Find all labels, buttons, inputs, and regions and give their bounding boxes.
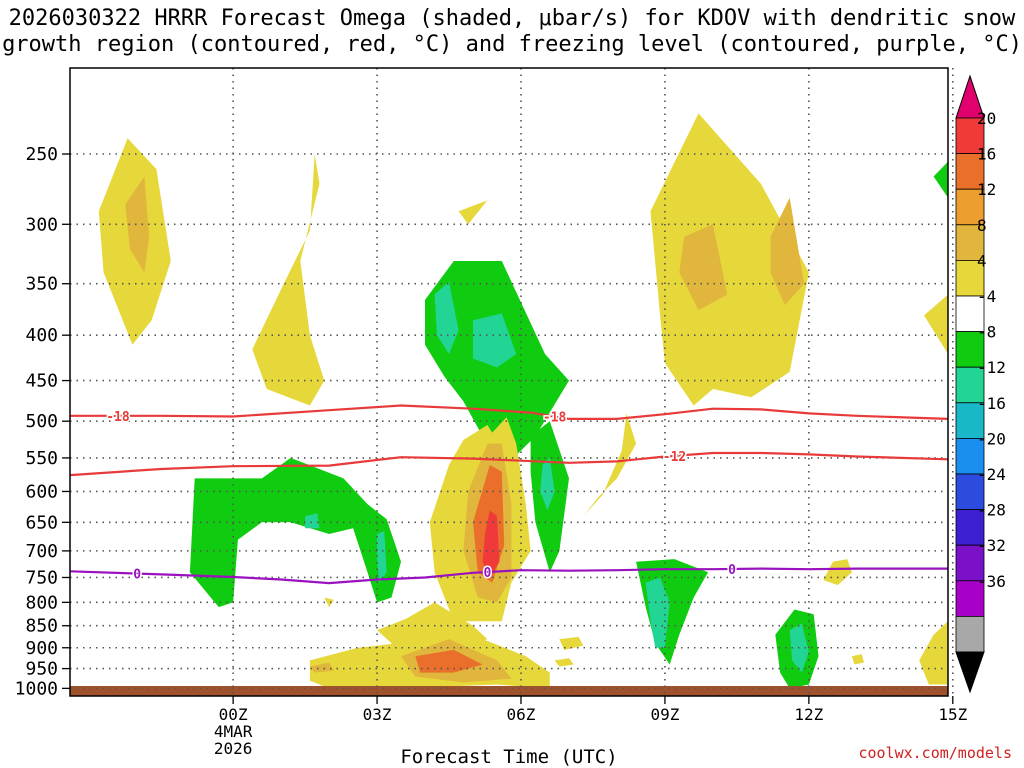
omega-region-31 bbox=[919, 621, 948, 685]
omega-region-16 bbox=[645, 577, 670, 648]
y-tick-label-650: 650 bbox=[25, 512, 58, 533]
ground-layer bbox=[70, 686, 948, 696]
ground-strip bbox=[70, 686, 948, 696]
colorbar: 20 16 12 8 4 -4 -8 -12 -16 -20 -24 -28 -32 -36 bbox=[955, 74, 1006, 694]
colorbar-label--36: -36 bbox=[977, 572, 1006, 591]
y-tick-label-750: 750 bbox=[25, 567, 58, 588]
colorbar-label--4: -4 bbox=[977, 287, 996, 306]
y-tick-label-550: 550 bbox=[25, 448, 58, 469]
source-watermark: coolwx.com/models bbox=[858, 744, 1012, 762]
colorbar-label-top: 20 bbox=[977, 109, 996, 128]
colorbar-label-12: 12 bbox=[977, 180, 996, 199]
y-tick-label-700: 700 bbox=[25, 541, 58, 562]
omega-region-35 bbox=[933, 161, 948, 198]
omega-region-14 bbox=[377, 531, 387, 583]
contour-layer: -18 -18 -12 0 0 0 bbox=[70, 404, 948, 585]
x-tick-label-06Z: 06Z bbox=[507, 705, 536, 724]
x-tick-label-09Z: 09Z bbox=[650, 705, 679, 724]
omega-region-2 bbox=[252, 154, 325, 406]
y-tick-label-350: 350 bbox=[25, 274, 58, 295]
omega-region-12 bbox=[189, 457, 401, 608]
y-tick-label-400: 400 bbox=[25, 325, 58, 346]
colorbar-label--12: -12 bbox=[977, 358, 1006, 377]
omega-region-4 bbox=[650, 113, 809, 406]
omega-region-11 bbox=[540, 457, 555, 511]
y-tick-label-250: 250 bbox=[25, 144, 58, 165]
colorbar-band-4-8 bbox=[955, 224, 985, 261]
colorbar-label--32: -32 bbox=[977, 536, 1006, 555]
contour-freezing-level bbox=[70, 567, 948, 585]
chart-title-line-2: growth region (contoured, red, °C) and f… bbox=[2, 32, 1022, 57]
colorbar-band--32--28 bbox=[955, 509, 985, 546]
omega-region-26 bbox=[415, 649, 483, 673]
colorbar-label--28: -28 bbox=[977, 501, 1006, 520]
y-tick-label-300: 300 bbox=[25, 214, 58, 235]
omega-region-22 bbox=[482, 510, 500, 578]
colorbar-label--16: -16 bbox=[977, 394, 1006, 413]
y-tick-label-950: 950 bbox=[25, 659, 58, 680]
contour-label-freezing-level-2: 0 bbox=[728, 563, 736, 578]
omega-region-1 bbox=[125, 176, 150, 273]
x-axis-label: Forecast Time (UTC) bbox=[400, 746, 617, 768]
omega-region-15 bbox=[636, 559, 709, 665]
y-tick-label-900: 900 bbox=[25, 638, 58, 659]
colorbar-band-16-20 bbox=[955, 117, 985, 154]
colorbar-bottom-arrow bbox=[955, 651, 985, 694]
x-date-line-2: 2026 bbox=[214, 739, 253, 758]
chart-title: 2026030322 HRRR Forecast Omega (shaded, … bbox=[0, 6, 1024, 58]
y-tick-label-500: 500 bbox=[25, 411, 58, 432]
y-tick-label-450: 450 bbox=[25, 371, 58, 392]
colorbar-label--8: -8 bbox=[977, 323, 996, 342]
contour-label-dendritic-minus18-0: -18 bbox=[106, 410, 130, 425]
x-tick-label-15Z: 15Z bbox=[938, 705, 967, 724]
x-tick-label-00Z: 00Z bbox=[219, 705, 248, 724]
x-date-line-1: 4MAR bbox=[214, 722, 253, 741]
colorbar-band-8-12 bbox=[955, 188, 985, 226]
x-tick-label-03Z: 03Z bbox=[363, 705, 392, 724]
colorbar-label--24: -24 bbox=[977, 465, 1006, 484]
colorbar-band--40--36 bbox=[955, 580, 985, 617]
x-tick-label-12Z: 12Z bbox=[794, 705, 823, 724]
colorbar-band--16--12 bbox=[955, 366, 985, 404]
colorbar-band--8--4 bbox=[955, 295, 985, 332]
omega-region-33 bbox=[852, 654, 864, 665]
omega-region-3 bbox=[458, 200, 488, 225]
contour-label-freezing-level-1: 0 bbox=[483, 566, 491, 581]
omega-region-34 bbox=[554, 658, 574, 667]
contour-dendritic-minus12 bbox=[70, 451, 948, 477]
omega-region-28 bbox=[324, 597, 334, 608]
y-tick-label-1000: 1000 bbox=[15, 678, 58, 699]
omega-region-27 bbox=[309, 662, 334, 673]
grid-layer bbox=[70, 68, 954, 696]
y-tick-label-800: 800 bbox=[25, 592, 58, 613]
colorbar-label-8: 8 bbox=[977, 216, 987, 235]
colorbar-band--4-4 bbox=[955, 259, 985, 297]
omega-region-36 bbox=[924, 294, 948, 354]
colorbar-band--44--40 bbox=[955, 616, 985, 653]
contour-label-dendritic-minus12-0: -12 bbox=[663, 450, 686, 465]
chart-title-line-1: 2026030322 HRRR Forecast Omega (shaded, … bbox=[8, 6, 1016, 31]
colorbar-band-12-16 bbox=[955, 153, 985, 190]
omega-region-9 bbox=[473, 313, 517, 368]
colorbar-band--28--24 bbox=[955, 473, 985, 510]
colorbar-band--20--16 bbox=[955, 402, 985, 439]
colorbar-label-16: 16 bbox=[977, 145, 996, 164]
colorbar-label--20: -20 bbox=[977, 429, 1006, 448]
y-tick-label-600: 600 bbox=[25, 481, 58, 502]
omega-region-13 bbox=[305, 513, 320, 529]
omega-region-29 bbox=[559, 636, 584, 650]
omega-region-30 bbox=[823, 559, 852, 586]
omega-region-24 bbox=[377, 602, 488, 652]
contour-label-freezing-level-0: 0 bbox=[133, 568, 141, 583]
plot-frame bbox=[69, 67, 949, 697]
colorbar-label-4: 4 bbox=[977, 251, 987, 270]
contour-dendritic-minus18 bbox=[70, 404, 948, 420]
y-axis: 2503003504004505005506006507007508008509… bbox=[15, 144, 70, 699]
omega-region-5 bbox=[679, 224, 728, 311]
y-tick-label-850: 850 bbox=[25, 616, 58, 637]
contour-label-dendritic-minus18-1: -18 bbox=[543, 411, 567, 426]
omega-region-32 bbox=[583, 413, 637, 517]
